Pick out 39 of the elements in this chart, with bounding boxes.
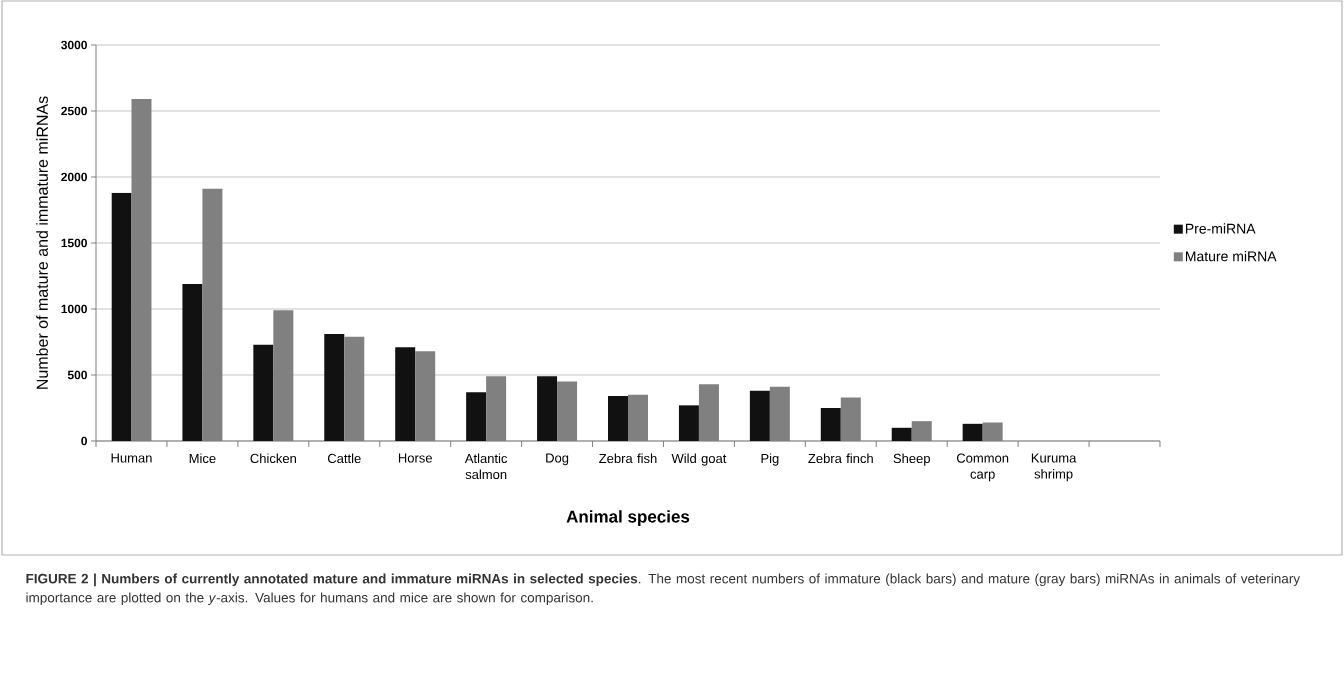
x-tick-label: Horse bbox=[398, 453, 432, 463]
x-tick-label: Human bbox=[111, 453, 152, 463]
x-tick-label: Sheep bbox=[893, 453, 930, 466]
bar bbox=[182, 283, 203, 441]
x-tick-label: Zebra finch bbox=[808, 453, 873, 464]
y-axis-title: Number of mature and immature miRNAs bbox=[36, 96, 48, 389]
x-tick-label: Chicken bbox=[250, 453, 296, 464]
y-tick-label: 3000 bbox=[61, 40, 87, 50]
bar bbox=[537, 376, 558, 441]
x-tick-label: Kuruma shrimp bbox=[1031, 453, 1077, 482]
x-tick-label: Zebra fish bbox=[599, 453, 657, 464]
x-tick-label: Cattle bbox=[327, 453, 361, 464]
bar bbox=[324, 334, 345, 441]
legend-label: Pre-miRNA bbox=[1185, 223, 1256, 234]
bar bbox=[820, 407, 841, 441]
bar bbox=[466, 392, 487, 441]
y-tick-label: 2000 bbox=[61, 172, 87, 182]
y-tick-label: 1500 bbox=[61, 238, 87, 248]
bar bbox=[608, 396, 628, 441]
y-tick-label: 2500 bbox=[61, 106, 87, 116]
x-tick-label: Wild goat bbox=[671, 453, 727, 466]
x-axis-title: Animal species bbox=[566, 510, 690, 527]
bar bbox=[962, 423, 983, 441]
y-tick-label: 1000 bbox=[61, 304, 87, 314]
bar bbox=[395, 347, 416, 441]
x-tick-label: Atlantic salmon bbox=[464, 453, 508, 480]
text: FIGURE 2 | Numbers of currently annotated mature and immature miRNAs in selected species. The most recent numbers of immature (black bars) and mature (gray bars) miRNAs in animals of veterinary importance are plotted on the y-axis. Values for humans and mice are shown for comparison. bbox=[26, 573, 1301, 606]
bar bbox=[678, 405, 699, 441]
x-tick-label: Common carp bbox=[956, 453, 1009, 482]
bar bbox=[111, 192, 132, 441]
x-tick-label: Dog bbox=[546, 453, 569, 466]
x-tick-label: Pig bbox=[761, 453, 779, 466]
bar bbox=[749, 390, 770, 441]
bar bbox=[253, 344, 274, 441]
x-tick-label: Mice bbox=[189, 453, 216, 464]
y-tick-label: 0 bbox=[81, 436, 87, 446]
bar bbox=[891, 427, 912, 441]
legend-label: Mature miRNA bbox=[1185, 250, 1277, 262]
y-tick-label: 500 bbox=[67, 370, 87, 380]
